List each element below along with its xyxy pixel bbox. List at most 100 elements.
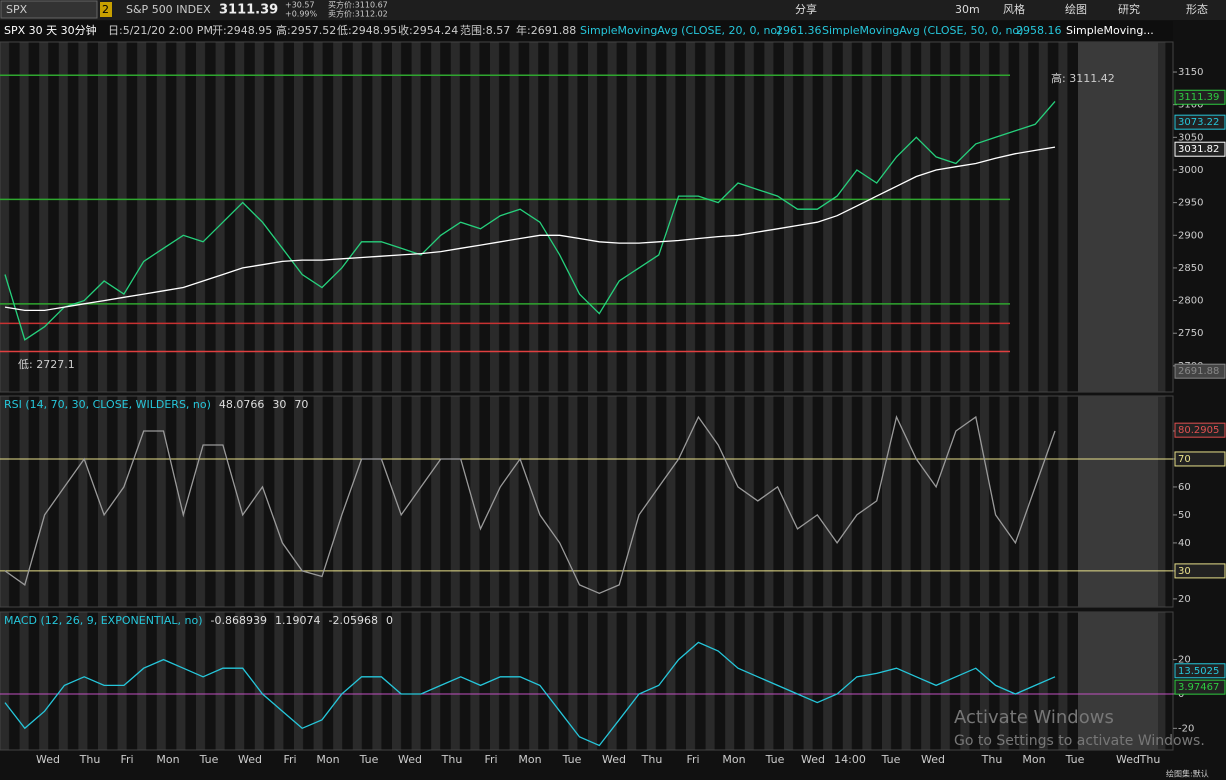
symbol-box[interactable]: [0, 0, 98, 19]
series-line: [4, 641, 1056, 747]
price-tag-label: 3073.22: [1178, 117, 1219, 128]
indicator-title: MACD (12, 26, 9, EXPONENTIAL, no): [4, 614, 203, 627]
x-tick-label: Tue: [765, 753, 785, 766]
x-tick-label: Wed: [921, 753, 945, 766]
link[interactable]: [100, 2, 112, 17]
x-tick-label: Wed: [398, 753, 422, 766]
x-tick-label: Wed: [36, 753, 60, 766]
name: S&P 500 INDEX: [126, 3, 211, 16]
high-annotation: 高: 3111.42: [1051, 71, 1115, 85]
x-tick-label: Mon: [316, 753, 339, 766]
sma-more: SimpleMoving...: [1066, 24, 1154, 37]
x-tick-label: Tue: [1065, 753, 1085, 766]
future-area: [1078, 396, 1158, 607]
low: 低:2948.95: [337, 24, 397, 37]
indicator-readout4: 0: [386, 614, 393, 627]
indicator-title: RSI (14, 70, 30, CLOSE, WILDERS, no): [4, 398, 211, 411]
x-tick-label: Mon: [722, 753, 745, 766]
series-line: [4, 100, 1056, 341]
price-tag: [1174, 89, 1226, 105]
x-tick-label: Fri: [283, 753, 296, 766]
price-tag: [1174, 679, 1226, 695]
price-tag: [1174, 663, 1226, 679]
toolbar-button[interactable]: 风格: [1003, 2, 1025, 16]
y-tick-label: 3050: [1178, 132, 1203, 143]
x-tick-label: Mon: [156, 753, 179, 766]
price-tag-label: 80.2905: [1178, 425, 1219, 436]
watermark-text: Go to Settings to activate Windows.: [954, 733, 1205, 749]
price-tag: [1174, 563, 1226, 579]
x-tick-label: Tue: [359, 753, 379, 766]
x-tick-label: Thu: [641, 753, 663, 766]
toolbar-button[interactable]: 30m: [955, 3, 980, 16]
y-tick-label: 40: [1178, 538, 1191, 549]
legend-bar: [0, 21, 1173, 41]
link-num[interactable]: 2: [102, 3, 109, 16]
x-tick-label: Thu: [1139, 753, 1161, 766]
toolbar-button[interactable]: 分享: [795, 2, 817, 16]
price-tag: [1174, 114, 1226, 130]
period: SPX 30 天 30分钟: [4, 23, 97, 37]
last: 3111.39: [219, 3, 278, 18]
indicator-readout: 48.0766: [219, 398, 265, 411]
series-line: [4, 415, 1056, 595]
price-tag: [1174, 141, 1226, 157]
price-tag-label: 3111.39: [1178, 92, 1219, 103]
y-tick-label: 20: [1178, 655, 1191, 666]
price-tag-label: 2691.88: [1178, 366, 1219, 377]
toolbar-button[interactable]: 研究: [1118, 2, 1140, 16]
panel: [0, 611, 1174, 751]
x-tick-label: Tue: [562, 753, 582, 766]
y-tick-label: 2800: [1178, 296, 1203, 307]
x-tick-label: Thu: [981, 753, 1003, 766]
footer[interactable]: 绘图集:默认: [1166, 769, 1209, 779]
sma50: SimpleMovingAvg (CLOSE, 50, 0, no): [822, 24, 1023, 37]
sma20: SimpleMovingAvg (CLOSE, 20, 0, no): [580, 24, 781, 37]
year: 年:2691.88: [516, 23, 576, 37]
toolbar-button[interactable]: 绘图: [1065, 2, 1087, 16]
pct: +0.99%: [285, 10, 318, 19]
toolbar: [0, 0, 1226, 20]
panel: [0, 41, 1174, 393]
price-tag-label: 3031.82: [1178, 144, 1219, 155]
series-line: [4, 146, 1056, 312]
y-tick-label: 3100: [1178, 100, 1203, 111]
close: 收:2954.24: [398, 23, 458, 37]
x-tick-label: Thu: [79, 753, 101, 766]
y-tick-label: 20: [1178, 594, 1191, 605]
date: 日:5/21/20 2:00 PM: [108, 24, 213, 37]
x-tick-label: Tue: [881, 753, 901, 766]
x-tick-label: Wed: [1116, 753, 1140, 766]
y-tick-label: 2950: [1178, 198, 1203, 209]
y-tick-label: 3000: [1178, 165, 1203, 176]
x-tick-label: Wed: [238, 753, 262, 766]
price-tag: [1174, 422, 1226, 438]
x-tick-label: Mon: [1022, 753, 1045, 766]
y-tick-label: 60: [1178, 482, 1191, 493]
high: 高:2957.52: [276, 23, 336, 37]
price-tag: [1174, 363, 1226, 379]
x-tick-label: 14:00: [834, 753, 866, 766]
indicator-readout2: 30: [272, 398, 286, 411]
change: +30.57: [285, 1, 315, 10]
toolbar-button[interactable]: 形态: [1186, 3, 1208, 16]
price-tag: [1174, 451, 1226, 467]
future-area: [1078, 42, 1158, 392]
indicator-readout: -0.868939: [211, 614, 267, 627]
price-tag-label: 30: [1178, 566, 1191, 577]
x-tick-label: Fri: [120, 753, 133, 766]
indicator-readout3: 70: [294, 398, 308, 411]
range: 范围:8.57: [460, 23, 510, 37]
bid: 买方价:3110.67: [328, 0, 388, 10]
y-tick-label: 50: [1178, 510, 1191, 521]
symbol[interactable]: SPX: [6, 3, 28, 16]
indicator-readout2: 1.19074: [275, 614, 321, 627]
y-tick-label: -20: [1178, 723, 1194, 734]
price-tag-label: 13.5025: [1178, 666, 1219, 677]
y-tick-label: 2750: [1178, 328, 1203, 339]
y-tick-label: 2850: [1178, 263, 1203, 274]
x-tick-label: Fri: [484, 753, 497, 766]
x-tick-label: Wed: [801, 753, 825, 766]
x-tick-label: Thu: [441, 753, 463, 766]
